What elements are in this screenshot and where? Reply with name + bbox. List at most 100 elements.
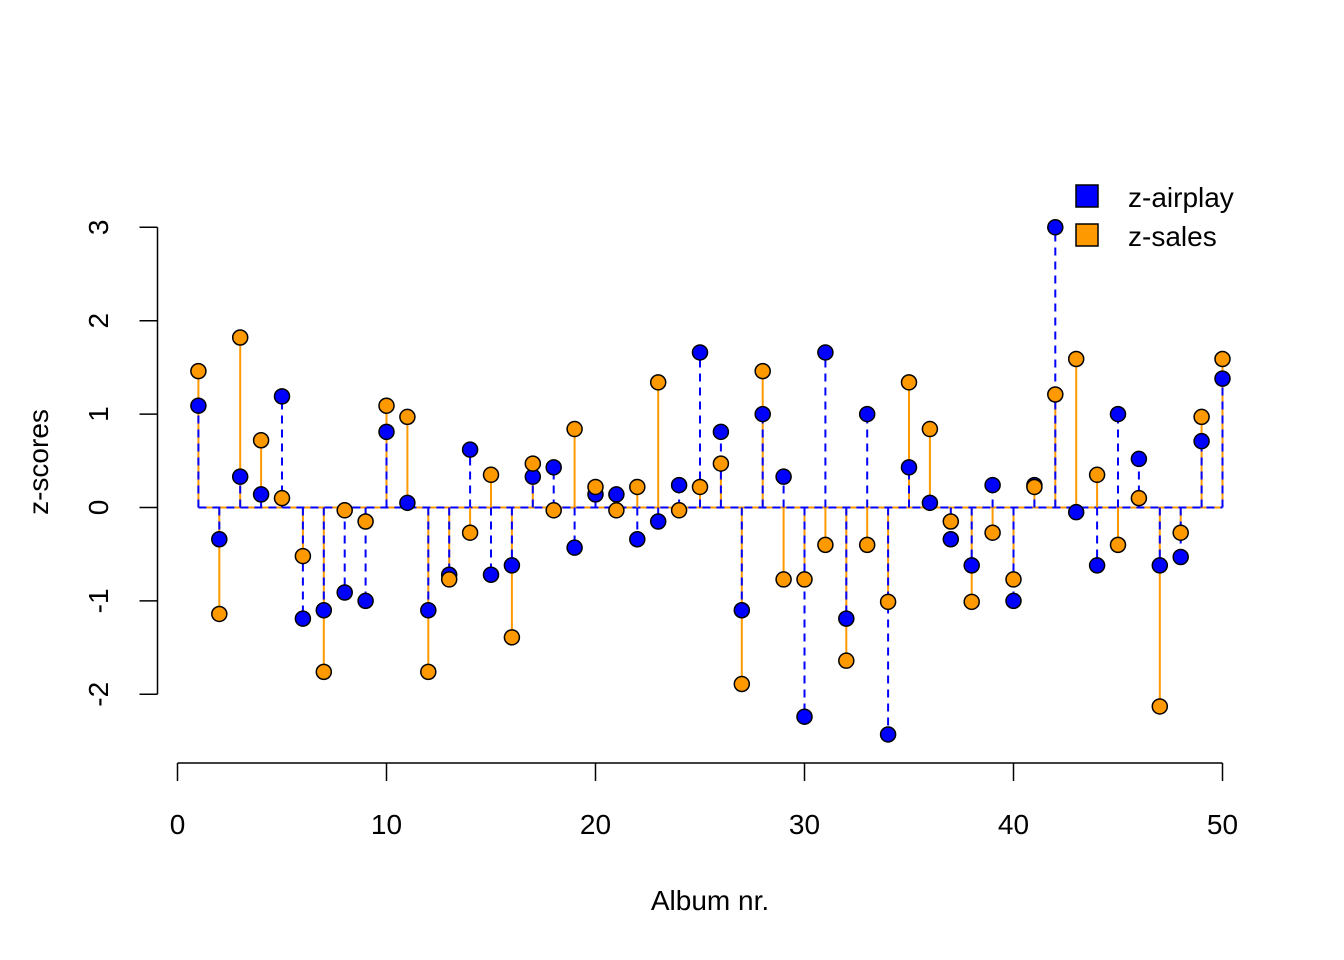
- point-z-airplay: [1088, 557, 1106, 574]
- y-tick-label: 3: [83, 220, 114, 236]
- y-axis: -2 -1 0 1 2 3: [83, 220, 159, 707]
- legend-swatch-z-sales: [1075, 223, 1099, 247]
- point-z-airplay: [921, 494, 939, 512]
- point-z-airplay: [378, 423, 395, 441]
- point-z-airplay: [817, 344, 834, 361]
- point-z-sales: [1193, 408, 1210, 426]
- point-z-airplay: [1172, 548, 1189, 566]
- point-z-sales: [461, 524, 479, 541]
- point-z-sales: [608, 502, 625, 519]
- point-z-sales: [670, 502, 688, 519]
- point-z-airplay: [566, 539, 583, 556]
- point-z-sales: [963, 593, 980, 611]
- point-z-airplay: [482, 566, 500, 583]
- point-z-sales: [482, 466, 500, 484]
- point-z-airplay: [629, 531, 646, 548]
- point-z-airplay: [942, 531, 960, 548]
- point-z-airplay: [984, 476, 1001, 494]
- point-z-sales: [231, 329, 249, 346]
- point-z-airplay: [733, 601, 751, 619]
- point-z-airplay: [1047, 219, 1064, 236]
- point-z-airplay: [670, 476, 688, 494]
- point-z-airplay: [420, 601, 437, 619]
- legend-label-z-sales: z-sales: [1128, 221, 1217, 252]
- x-tick-label: 10: [371, 809, 402, 840]
- point-z-airplay: [838, 610, 855, 627]
- point-z-airplay: [796, 708, 813, 725]
- point-z-sales: [503, 629, 521, 646]
- point-z-sales: [858, 536, 876, 554]
- point-z-sales: [1109, 536, 1127, 554]
- point-z-airplay: [712, 423, 730, 441]
- point-z-sales: [879, 593, 897, 611]
- point-z-airplay: [231, 468, 249, 485]
- x-tick-label: 40: [998, 809, 1029, 840]
- point-z-airplay: [963, 557, 980, 574]
- y-tick-label: 2: [83, 313, 114, 329]
- point-z-sales: [754, 362, 771, 380]
- point-z-sales: [566, 420, 583, 438]
- point-z-sales: [190, 362, 207, 380]
- x-axis-title: Album nr.: [651, 885, 769, 916]
- legend-swatch-z-airplay: [1075, 184, 1099, 208]
- point-z-airplay: [1214, 370, 1231, 387]
- point-z-sales: [524, 455, 542, 472]
- x-tick-label: 20: [580, 809, 611, 840]
- point-z-sales: [357, 513, 374, 530]
- legend: z-airplay z-sales: [1075, 182, 1234, 252]
- point-z-sales: [252, 432, 270, 449]
- point-z-sales: [838, 652, 855, 669]
- point-z-airplay: [1193, 432, 1210, 450]
- point-z-sales: [1151, 698, 1169, 715]
- point-z-sales: [399, 408, 416, 426]
- point-z-airplay: [211, 531, 228, 548]
- point-z-airplay: [649, 513, 667, 530]
- point-z-sales: [1088, 466, 1106, 484]
- point-z-sales: [712, 455, 730, 472]
- point-z-sales: [211, 605, 228, 623]
- point-z-sales: [294, 547, 312, 565]
- point-z-sales: [796, 571, 813, 588]
- point-z-sales: [587, 478, 604, 496]
- point-z-airplay: [357, 592, 374, 610]
- y-tick-label: -1: [83, 588, 114, 613]
- point-z-sales: [629, 478, 646, 496]
- points-layer: [190, 219, 1231, 743]
- point-z-sales: [315, 663, 333, 681]
- point-z-sales: [378, 397, 395, 414]
- point-z-sales: [921, 420, 939, 438]
- point-z-airplay: [858, 405, 876, 423]
- point-z-sales: [1067, 350, 1085, 368]
- x-tick-label: 30: [789, 809, 820, 840]
- point-z-airplay: [545, 459, 562, 476]
- point-z-sales: [545, 502, 562, 519]
- point-z-airplay: [1151, 557, 1169, 574]
- point-z-sales: [817, 536, 834, 554]
- y-axis-title: z-scores: [23, 409, 54, 515]
- point-z-sales: [1026, 478, 1043, 496]
- point-z-airplay: [1005, 592, 1022, 610]
- stems-layer: [197, 227, 1224, 735]
- point-z-airplay: [294, 610, 312, 627]
- point-z-sales: [733, 675, 751, 693]
- point-z-airplay: [1130, 450, 1148, 468]
- y-tick-label: 1: [83, 406, 114, 422]
- point-z-airplay: [900, 459, 918, 476]
- point-z-airplay: [315, 601, 333, 619]
- point-z-airplay: [1067, 503, 1085, 521]
- x-axis: 0 10 20 30 40 50: [170, 762, 1238, 840]
- point-z-airplay: [775, 468, 792, 485]
- point-z-airplay: [336, 584, 353, 601]
- point-z-airplay: [503, 557, 521, 574]
- point-z-airplay: [190, 397, 207, 414]
- point-z-airplay: [879, 726, 897, 743]
- y-tick-label: 0: [83, 500, 114, 516]
- point-z-sales: [649, 374, 667, 391]
- point-z-sales: [942, 513, 960, 530]
- point-z-sales: [1130, 489, 1148, 507]
- y-tick-label: -2: [83, 682, 114, 707]
- point-z-sales: [440, 571, 458, 588]
- x-tick-label: 0: [170, 809, 186, 840]
- point-z-sales: [1047, 386, 1064, 403]
